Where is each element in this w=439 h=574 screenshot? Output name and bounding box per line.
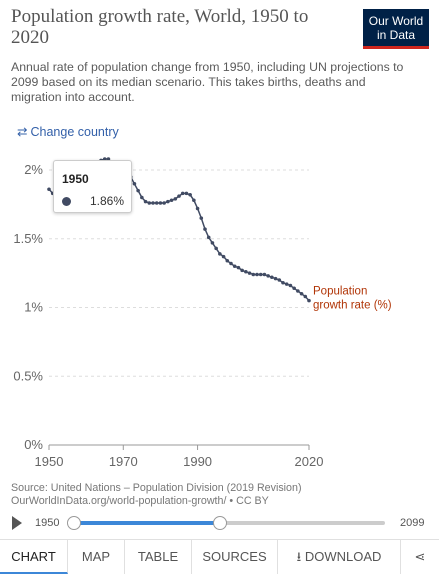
source-line: Source: United Nations – Population Divi…: [11, 482, 302, 494]
tab-table[interactable]: TABLE: [125, 540, 192, 574]
play-icon[interactable]: [12, 516, 22, 530]
data-point: [270, 275, 274, 280]
data-point: [240, 268, 244, 273]
data-point: [225, 258, 230, 263]
y-tick-label: 1.5%: [13, 231, 43, 246]
timeline-start-handle[interactable]: [67, 516, 81, 530]
source-url[interactable]: OurWorldInData.org/world-population-grow…: [11, 495, 269, 507]
tab-sources[interactable]: SOURCES: [192, 540, 278, 574]
data-point: [106, 157, 111, 161]
data-point: [154, 201, 159, 205]
chart-title: Population growth rate, World, 1950 to 2…: [11, 6, 309, 48]
tab-chart[interactable]: CHART: [0, 540, 68, 574]
tab-map[interactable]: MAP: [68, 540, 125, 574]
data-point: [247, 271, 252, 275]
data-point: [199, 216, 204, 220]
data-point: [232, 264, 237, 269]
data-point: [251, 272, 256, 277]
tooltip-series-dot: [62, 197, 71, 206]
data-point: [303, 294, 308, 299]
data-point: [143, 199, 148, 204]
sources-note: Source: United Nations – Population Divi…: [11, 482, 302, 508]
logo-line1: Our World: [368, 14, 424, 28]
data-point: [184, 191, 189, 196]
data-point: [299, 291, 304, 296]
data-point: [203, 227, 207, 231]
data-point: [221, 254, 226, 259]
data-point: [192, 198, 196, 203]
x-tick-label: 2020: [295, 454, 324, 469]
data-point: [214, 246, 218, 251]
change-country-button[interactable]: ⇄ Change country: [17, 124, 119, 139]
data-point: [47, 187, 51, 192]
data-point: [262, 272, 267, 277]
data-point: [140, 195, 144, 200]
data-point: [162, 201, 166, 205]
data-point: [273, 276, 278, 281]
data-point: [210, 241, 215, 245]
timeline-track[interactable]: [67, 516, 385, 530]
timeline-end-handle[interactable]: [213, 516, 228, 530]
timeline-selected-range: [74, 521, 221, 525]
data-point: [177, 194, 181, 198]
share-button[interactable]: ⋖: [401, 540, 439, 574]
data-point: [284, 282, 289, 286]
data-point: [102, 157, 107, 161]
data-point: [258, 272, 263, 277]
series-label: Population growth rate (%): [313, 286, 392, 312]
download-icon: ⭳: [296, 549, 302, 564]
change-country-label: Change country: [30, 125, 119, 139]
data-point: [206, 235, 211, 240]
data-point: [277, 278, 282, 282]
logo-line2: in Data: [376, 28, 416, 42]
data-point: [136, 188, 140, 193]
data-point: [188, 192, 192, 197]
tab-download[interactable]: ⭳ DOWNLOAD: [278, 540, 401, 574]
timeline-end-label: 2099: [400, 517, 425, 529]
data-point: [288, 283, 293, 288]
data-point: [307, 298, 311, 303]
data-point: [244, 269, 248, 274]
data-point: [173, 197, 178, 201]
data-point: [158, 201, 163, 205]
y-axis-ticks: 0% 0.5% 1% 1.5% 2%: [13, 162, 43, 452]
timeline: 1950 2099: [0, 512, 439, 534]
y-tick-label: 0%: [24, 437, 43, 452]
tooltip: 1950 1.86%: [53, 160, 132, 213]
swap-arrows-icon: ⇄: [17, 125, 28, 139]
data-point: [195, 206, 200, 211]
x-tick-label: 1970: [109, 454, 138, 469]
data-point: [229, 261, 233, 266]
x-tick-label: 1990: [183, 454, 212, 469]
tab-download-label: DOWNLOAD: [304, 549, 382, 564]
y-tick-label: 1%: [24, 300, 43, 315]
y-tick-label: 2%: [24, 162, 43, 177]
share-icon: ⋖: [414, 549, 426, 564]
tab-bar: CHART MAP TABLE SOURCES ⭳ DOWNLOAD ⋖: [0, 539, 439, 574]
timeline-start-label: 1950: [35, 517, 60, 529]
data-point: [132, 181, 137, 186]
data-point: [255, 272, 259, 277]
data-point: [266, 274, 270, 278]
chart-subtitle: Annual rate of population change from 19…: [11, 60, 404, 104]
data-point: [169, 198, 174, 203]
data-point: [166, 199, 170, 204]
data-point: [147, 201, 152, 205]
data-point: [180, 191, 185, 196]
data-point: [296, 289, 300, 293]
tooltip-year: 1950: [62, 172, 89, 186]
data-point: [236, 265, 241, 270]
owid-logo[interactable]: Our World in Data: [363, 9, 429, 49]
data-point: [281, 280, 285, 285]
data-point: [151, 201, 155, 205]
data-point: [292, 286, 296, 291]
x-tick-label: 1950: [35, 454, 64, 469]
data-point: [218, 252, 222, 256]
y-tick-label: 0.5%: [13, 368, 43, 383]
tooltip-value: 1.86%: [89, 194, 124, 208]
x-axis-ticks: 1950 1970 1990 2020: [35, 445, 324, 469]
